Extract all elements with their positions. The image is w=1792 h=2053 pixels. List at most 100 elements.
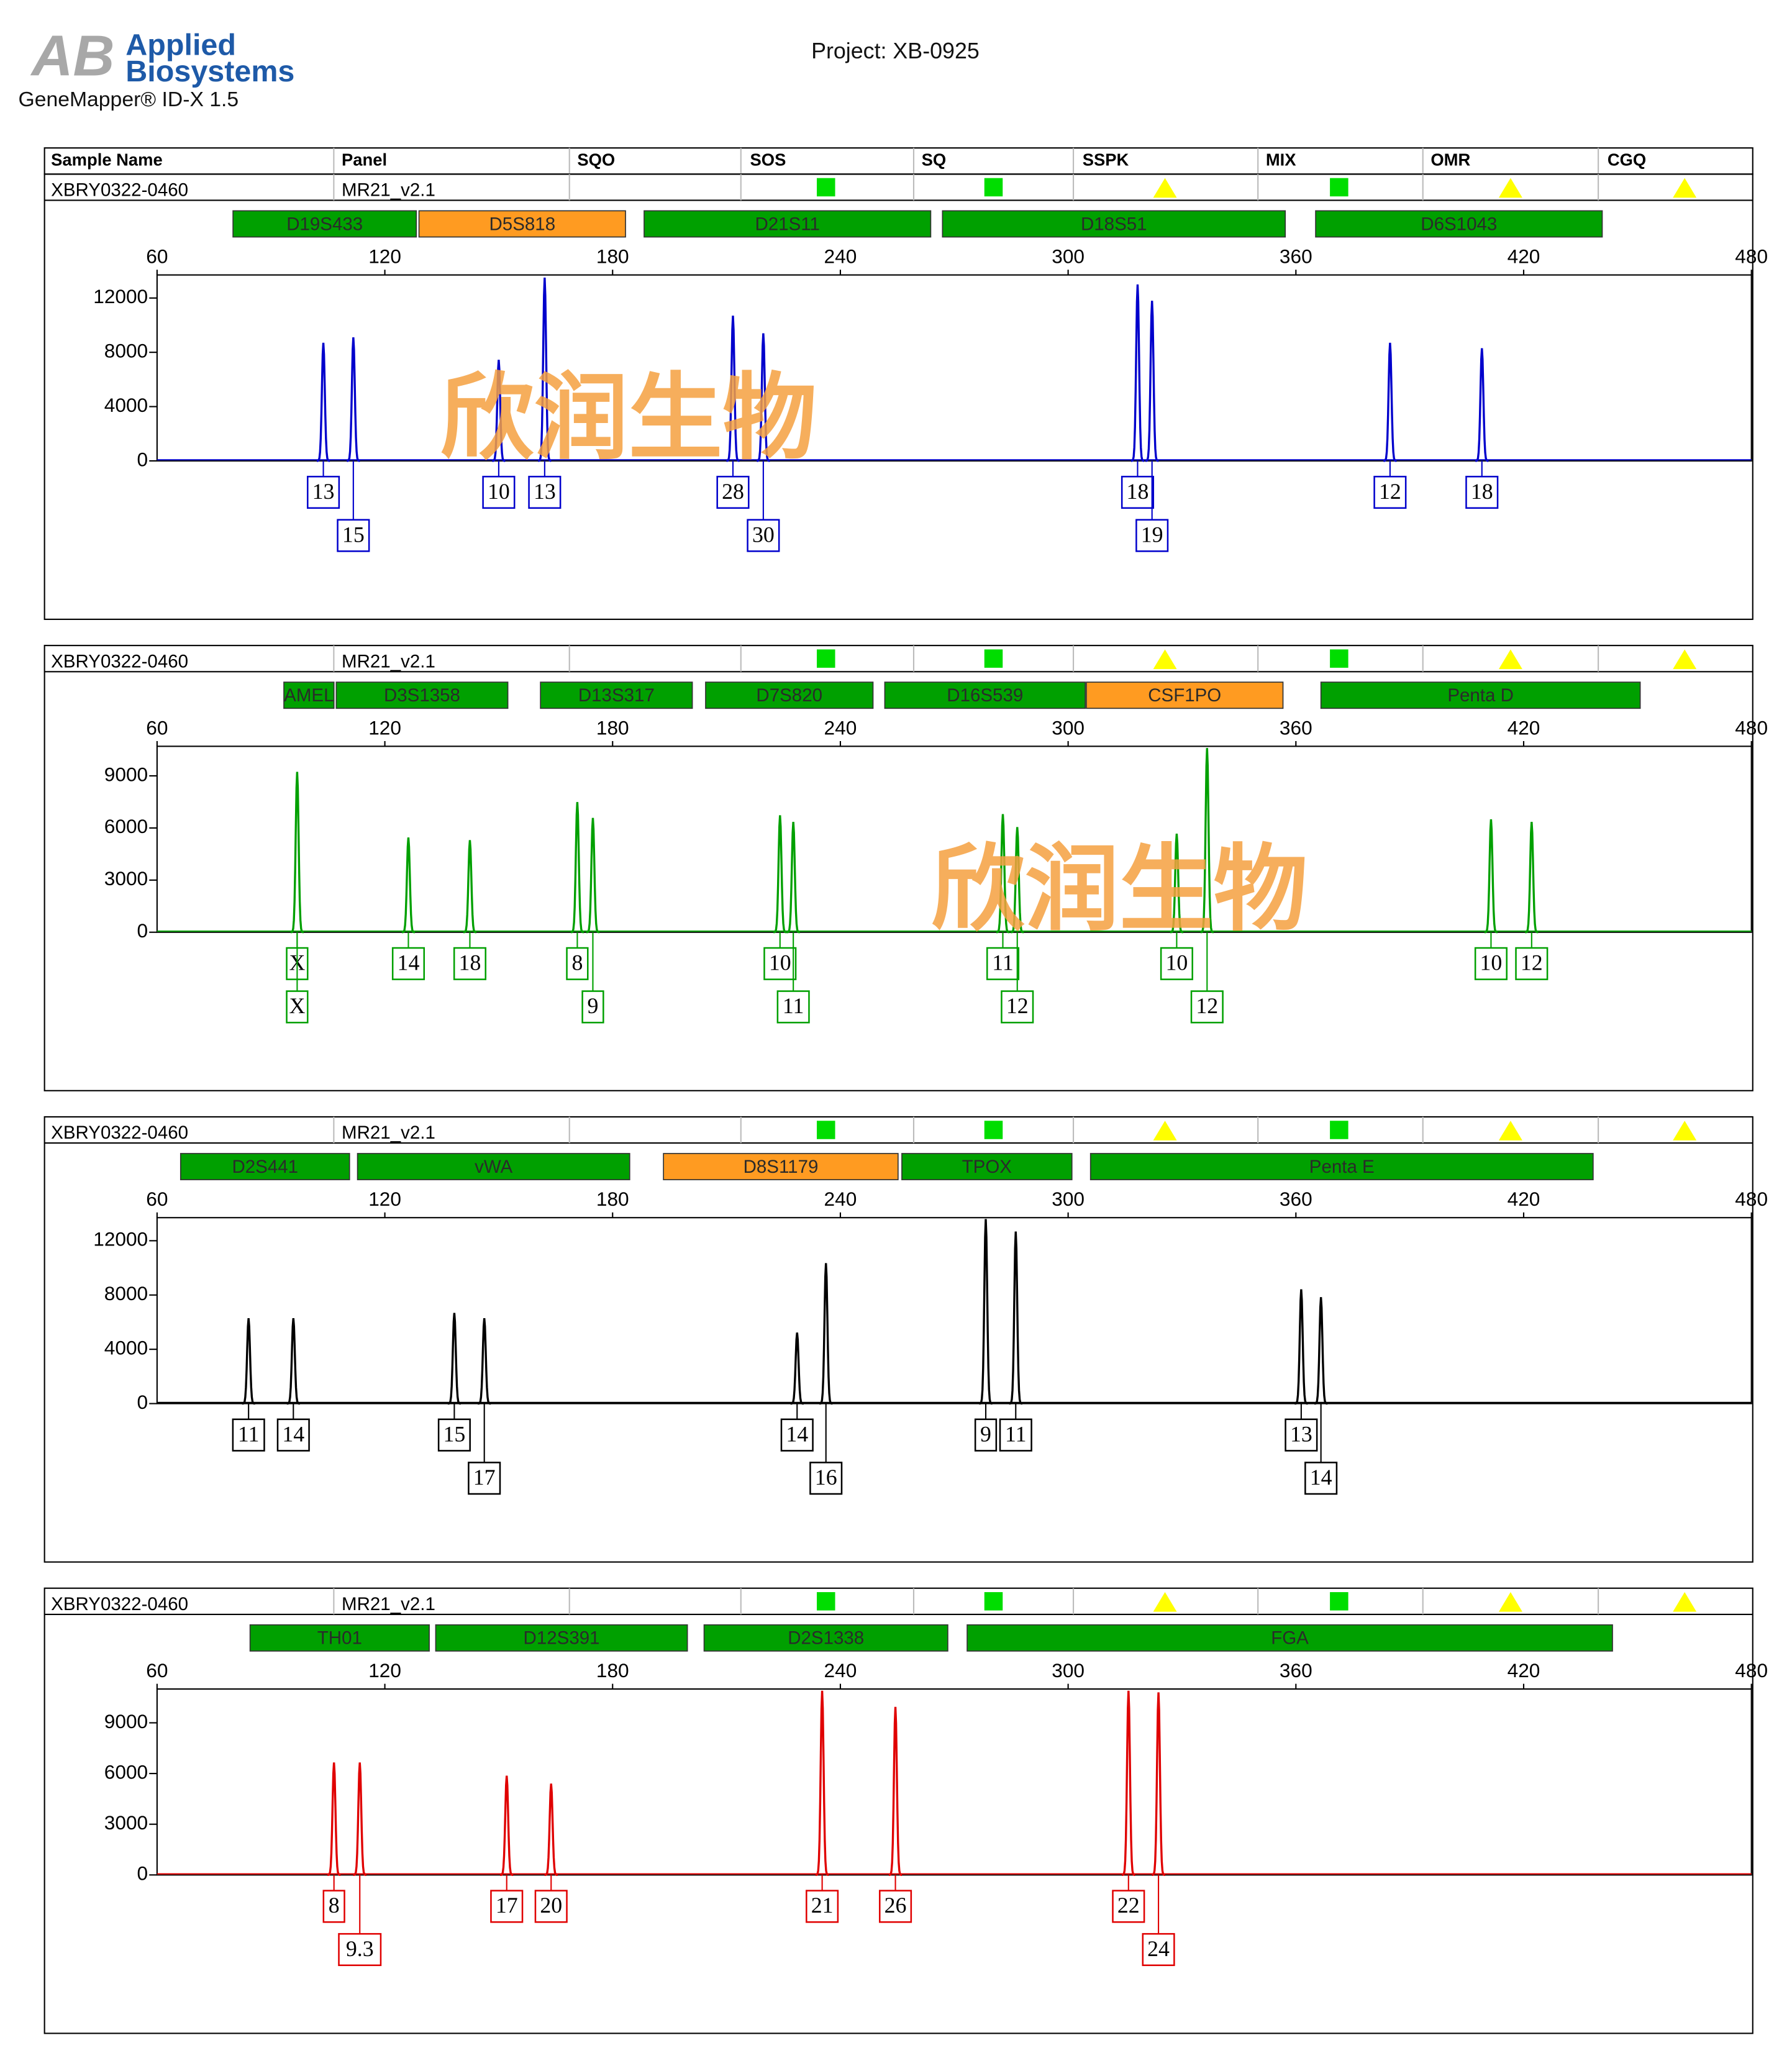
allele-box <box>468 1462 501 1495</box>
plot-area <box>156 745 1752 933</box>
marker-label-box: D8S1179 <box>744 1157 819 1177</box>
allele-box <box>1304 1462 1338 1495</box>
y-tick-label: 0 <box>137 1862 148 1885</box>
sample-name: XBRY0322-0460 <box>51 1594 188 1614</box>
x-tick-label: 420 <box>1508 245 1540 268</box>
status-warn <box>1673 178 1697 198</box>
watermark: 欣润生物 <box>930 837 1308 942</box>
peak <box>1122 1690 1135 1877</box>
marker-bar <box>942 210 1286 238</box>
allele-label: 12 <box>1379 479 1401 504</box>
column-header: SOS <box>750 150 786 169</box>
allele-box <box>999 1418 1032 1452</box>
x-tick-label: 360 <box>1280 1659 1312 1682</box>
marker-bar <box>357 1153 630 1180</box>
marker-bar <box>703 1624 948 1652</box>
allele-box <box>763 947 797 980</box>
allele-box <box>1373 475 1407 509</box>
marker-bar <box>1320 681 1641 709</box>
peak <box>316 342 330 462</box>
marker-label-box: D5S818 <box>489 214 556 234</box>
marker-bar <box>901 1153 1073 1180</box>
x-tick-label: 120 <box>368 716 401 739</box>
allele-label: 9 <box>588 993 599 1018</box>
marker-label-box: D12S391 <box>524 1628 600 1649</box>
status-pass <box>1330 1121 1349 1139</box>
status-pass <box>817 1592 835 1611</box>
peak <box>1200 748 1214 934</box>
allele-box <box>809 1462 843 1495</box>
allele-label: 16 <box>815 1465 837 1490</box>
peak <box>1130 284 1145 462</box>
marker-label: D8S1179 <box>744 1157 819 1177</box>
y-tick-label: 3000 <box>104 1811 148 1834</box>
status-pass <box>817 649 835 668</box>
marker-label: D2S1338 <box>788 1628 864 1649</box>
allele-box <box>566 947 589 980</box>
y-tick-label: 8000 <box>104 1282 148 1304</box>
allele-label: 17 <box>496 1893 518 1918</box>
allele-box <box>337 519 370 552</box>
marker-bar <box>435 1624 688 1652</box>
x-tick-label: 180 <box>596 245 629 268</box>
marker-label: D18S51 <box>1081 214 1147 234</box>
marker-label-box: CSF1PO <box>1148 685 1221 706</box>
allele-box <box>1285 1418 1318 1452</box>
allele-label: 12 <box>1196 993 1218 1018</box>
allele-box <box>322 1890 345 1923</box>
peak <box>790 1332 804 1405</box>
x-tick-label: 420 <box>1508 1659 1540 1682</box>
brand-line: Applied <box>125 29 236 62</box>
y-tick-label: 9000 <box>104 1710 148 1732</box>
peak <box>1484 819 1498 934</box>
allele-box <box>806 1890 839 1923</box>
peak <box>347 337 360 462</box>
x-tick-label: 300 <box>1052 1659 1085 1682</box>
allele-label: 9.3 <box>346 1936 374 1961</box>
peak <box>815 1690 829 1877</box>
x-tick-label: 300 <box>1052 1188 1085 1210</box>
marker-bar <box>418 210 626 238</box>
marker-label-box: D19S433 <box>286 214 363 234</box>
peak <box>979 1219 993 1405</box>
allele-box <box>286 990 309 1024</box>
y-tick-label: 0 <box>137 1391 148 1413</box>
allele-label: 24 <box>1147 1936 1170 1961</box>
allele-box <box>482 475 516 509</box>
allele-label: 11 <box>992 950 1013 975</box>
status-warn <box>1153 1592 1177 1612</box>
allele-label: 11 <box>783 993 804 1018</box>
column-header: MIX <box>1266 150 1296 169</box>
marker-bar <box>335 681 509 709</box>
allele-label: 11 <box>1005 1421 1026 1446</box>
marker-label: D13S317 <box>578 685 655 706</box>
x-tick-label: 360 <box>1280 245 1312 268</box>
status-pass <box>1330 649 1349 668</box>
peak <box>757 333 770 462</box>
sample-name: XBRY0322-0460 <box>51 180 188 201</box>
allele-box <box>1121 475 1155 509</box>
status-warn <box>1673 1592 1697 1612</box>
peak <box>478 1318 491 1405</box>
allele-label: 18 <box>1471 479 1493 504</box>
logo: AB Applied Biosystems <box>30 23 295 88</box>
column-header: SQ <box>922 150 947 169</box>
allele-box <box>453 947 487 980</box>
status-pass <box>984 649 1003 668</box>
allele-label: 28 <box>722 479 744 504</box>
allele-box <box>232 1418 265 1452</box>
x-tick-label: 120 <box>368 245 401 268</box>
watermark: 欣润生物 <box>440 366 817 471</box>
column-header: SQO <box>577 150 615 169</box>
x-tick-label: 240 <box>824 1188 857 1210</box>
brand-line: Biosystems <box>125 55 294 88</box>
allele-label: 10 <box>488 479 510 504</box>
status-warn <box>1498 649 1522 670</box>
column-header: CGQ <box>1608 150 1646 169</box>
column-header: Sample Name <box>51 150 163 169</box>
y-tick-label: 4000 <box>104 394 148 416</box>
x-tick-label: 480 <box>1735 716 1768 739</box>
x-tick-label: 60 <box>146 1188 168 1210</box>
peak <box>726 316 740 462</box>
marker-label-box: TH01 <box>317 1628 362 1649</box>
